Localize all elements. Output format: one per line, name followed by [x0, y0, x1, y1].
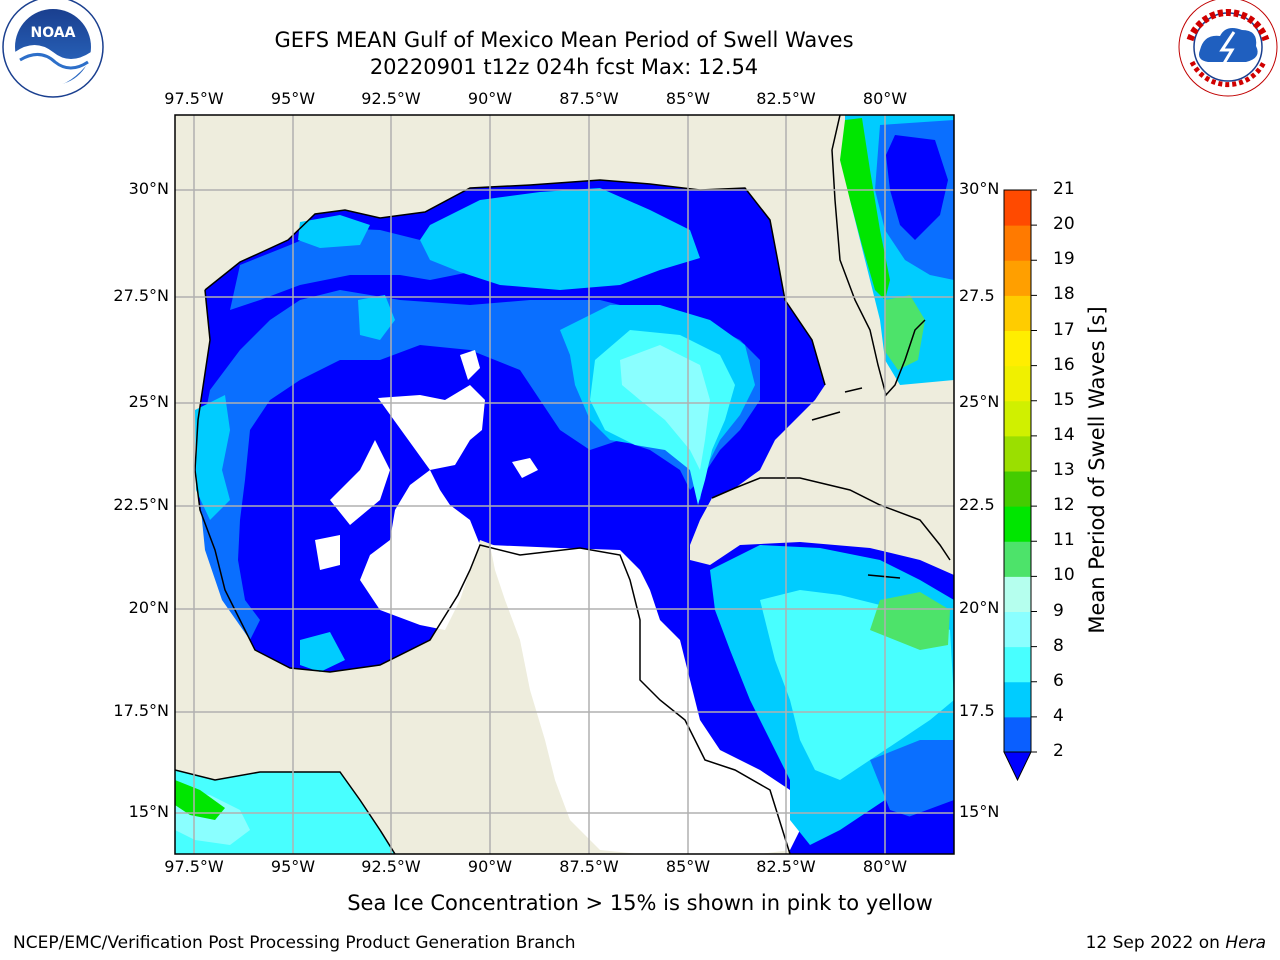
- lat-label-left: 27.5°N: [113, 286, 169, 305]
- colorbar-segment: [1004, 365, 1031, 402]
- colorbar-segment: [1004, 716, 1031, 753]
- swell-band-10-11: [840, 118, 890, 300]
- colorbar-tick-label: 12: [1053, 495, 1075, 516]
- colorbar-tick-label: 10: [1053, 565, 1075, 586]
- lat-label-left: 25°N: [128, 392, 169, 411]
- lon-label-bottom: 95°W: [270, 857, 316, 876]
- lon-label-bottom: 82.5°W: [756, 857, 816, 876]
- lon-label-top: 92.5°W: [361, 89, 421, 108]
- colorbar-segment: [1004, 681, 1031, 718]
- colorbar-label: Mean Period of Swell Waves [s]: [1085, 306, 1109, 634]
- lat-label-right: 22.5: [959, 495, 995, 514]
- colorbar-segment: [1004, 260, 1031, 296]
- lat-label-right: 20°N: [959, 598, 1000, 617]
- swell-band-10-11: [175, 780, 225, 820]
- map-title: GEFS MEAN Gulf of Mexico Mean Period of …: [274, 28, 854, 52]
- lat-label-left: 20°N: [128, 598, 169, 617]
- lon-label-bottom: 80°W: [862, 857, 908, 876]
- lon-label-bottom: 87.5°W: [559, 857, 619, 876]
- lon-label-top: 95°W: [270, 89, 316, 108]
- lat-label-right: 17.5: [959, 701, 995, 720]
- colorbar-tick-label: 8: [1053, 635, 1064, 656]
- lat-label-right: 27.5: [959, 286, 995, 305]
- graticule: [175, 115, 954, 854]
- colorbar-tick-label: 14: [1053, 424, 1075, 445]
- colorbar-tick-label: 9: [1053, 600, 1064, 621]
- swell-band-4-6: [358, 295, 395, 340]
- lon-label-top: 90°W: [467, 89, 513, 108]
- swell-band-9-10: [884, 295, 925, 370]
- colorbar-tick-label: 13: [1053, 460, 1075, 480]
- colorbar-segment: [1004, 225, 1031, 261]
- lon-label-bottom: 92.5°W: [361, 857, 421, 876]
- colorbar-tick-label: 20: [1053, 214, 1075, 235]
- colorbar-tick-label: 18: [1053, 284, 1075, 305]
- colorbar-segment: [1004, 576, 1031, 612]
- colorbar-segment: [1004, 506, 1031, 542]
- lat-label-left: 15°N: [128, 802, 169, 821]
- coastline: [175, 115, 951, 854]
- lat-label-right: 25°N: [959, 392, 1000, 411]
- map-plot-area: [175, 115, 954, 854]
- colorbar-tick-label: 4: [1053, 705, 1064, 726]
- no-data-region: [512, 458, 538, 478]
- noaa-logo-icon: NOAA: [2, 0, 104, 98]
- footer-date: 12 Sep 2022 on Hera: [1086, 933, 1266, 953]
- colorbar-tick-label: 15: [1053, 389, 1075, 410]
- map-frame: [174, 114, 955, 855]
- swell-band-4-6: [298, 215, 370, 248]
- lat-label-right: 30°N: [959, 179, 1000, 198]
- lat-label-left: 22.5°N: [113, 495, 169, 514]
- swell-band-under: [886, 135, 948, 240]
- colorbar-tick-label: 16: [1053, 354, 1075, 375]
- colorbar-under-triangle: [1003, 751, 1032, 782]
- colorbar-tick-label: 11: [1053, 530, 1075, 551]
- lon-label-bottom: 97.5°W: [164, 857, 224, 876]
- map-subtitle: 20220901 t12z 024h fcst Max: 12.54: [369, 55, 759, 79]
- sea-ice-note: Sea Ice Concentration > 15% is shown in …: [347, 891, 933, 915]
- no-data-region: [315, 535, 340, 570]
- colorbar-tick-label: 19: [1053, 249, 1075, 270]
- swell-band-2-4: [870, 740, 954, 820]
- colorbar-tick-label: 6: [1053, 670, 1064, 691]
- nws-logo-icon: [1178, 0, 1278, 97]
- footer-host: Hera: [1225, 933, 1266, 953]
- lon-label-bottom: 85°W: [665, 857, 711, 876]
- colorbar-segment: [1004, 190, 1031, 226]
- colorbar-segment: [1004, 471, 1031, 507]
- lon-label-top: 87.5°W: [559, 89, 619, 108]
- lon-label-bottom: 90°W: [467, 857, 513, 876]
- lat-label-right: 15°N: [959, 802, 1000, 821]
- colorbar-tick-label: 17: [1053, 319, 1075, 340]
- swell-band-4-6: [195, 395, 230, 520]
- lat-label-left: 17.5°N: [113, 701, 169, 720]
- lon-label-top: 82.5°W: [756, 89, 816, 108]
- no-data-region: [460, 350, 480, 380]
- lon-label-top: 85°W: [665, 89, 711, 108]
- swell-band-9-10: [870, 592, 950, 650]
- colorbar-tick-label: 21: [1053, 179, 1075, 199]
- no-data-region: [330, 440, 390, 525]
- colorbar-segment: [1004, 435, 1031, 472]
- colorbar-segment: [1004, 541, 1031, 577]
- colorbar-segment: [1004, 400, 1031, 437]
- lat-label-left: 30°N: [128, 179, 169, 198]
- noaa-logo-text: NOAA: [31, 25, 76, 41]
- colorbar-segment: [1004, 295, 1031, 331]
- colorbar: [1003, 189, 1037, 782]
- colorbar-tick-label: 2: [1053, 741, 1064, 761]
- lon-label-top: 80°W: [862, 89, 908, 108]
- footer-credit: NCEP/EMC/Verification Post Processing Pr…: [13, 933, 576, 953]
- no-data-region: [490, 545, 810, 854]
- footer-date-text: 12 Sep 2022 on: [1085, 933, 1226, 953]
- colorbar-segment: [1004, 330, 1031, 367]
- colorbar-segment: [1004, 646, 1031, 683]
- swell-band-4-6: [300, 632, 345, 672]
- lon-label-top: 97.5°W: [164, 89, 224, 108]
- colorbar-segment: [1004, 611, 1031, 648]
